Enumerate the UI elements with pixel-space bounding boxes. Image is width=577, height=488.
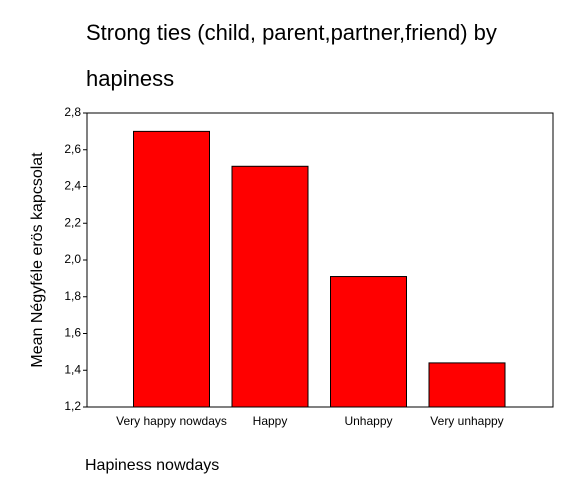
y-tick-label: 2,2 [64, 215, 81, 229]
y-tick-label: 2,8 [64, 105, 81, 119]
y-tick-label: 1,6 [64, 326, 81, 340]
bar [231, 165, 309, 408]
y-axis-label: Mean Négyféle erös kapcsolat [29, 152, 46, 368]
y-tick-label: 2,0 [64, 252, 81, 266]
bar [133, 130, 210, 408]
y-tick-label: 1,4 [64, 362, 81, 376]
bar [428, 362, 506, 408]
x-axis-label: Hapiness nowdays [85, 457, 219, 474]
x-tick-label: Happy [253, 414, 288, 428]
x-tick-label: Very happy nowdays [116, 414, 227, 428]
y-tick-label: 2,4 [64, 179, 81, 193]
chart-title: Strong ties (child, parent,partner,frien… [86, 20, 497, 91]
y-tick-label: 1,2 [64, 399, 81, 413]
x-tick-label: Very unhappy [430, 414, 503, 428]
x-tick-label: Unhappy [344, 414, 392, 428]
y-tick-label: 2,6 [64, 142, 81, 156]
bar [330, 276, 407, 408]
y-tick-label: 1,8 [64, 289, 81, 303]
